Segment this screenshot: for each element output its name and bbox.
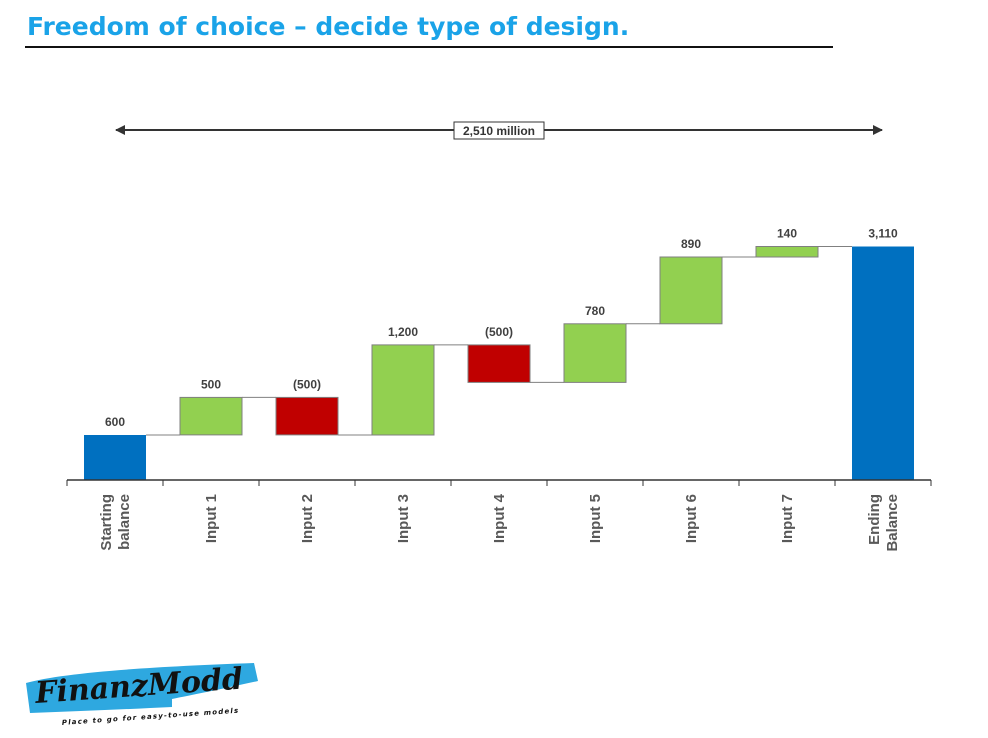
annotation-label: 2,510 million — [463, 124, 535, 138]
x-tick-label-line: Input 6 — [683, 494, 700, 543]
bar-7 — [659, 256, 723, 325]
bar-4 — [371, 344, 435, 436]
x-axis — [66, 479, 932, 486]
x-tick-label-9: EndingBalance — [866, 494, 901, 552]
x-tick-label-2: Input 1 — [203, 494, 220, 543]
data-label-8: 140 — [777, 227, 797, 241]
x-tick-label-line: Input 7 — [779, 494, 796, 543]
x-tick-label-line: Input 1 — [203, 494, 220, 543]
x-tick-label-line: Ending — [866, 494, 883, 545]
x-tick-label-line: Input 5 — [587, 494, 604, 543]
data-label-7: 890 — [681, 237, 701, 251]
x-tick-label-line: Input 3 — [395, 494, 412, 543]
total-change-annotation: 2,510 million — [115, 121, 883, 140]
data-label-2: 500 — [201, 377, 221, 391]
bar-6 — [563, 323, 627, 383]
x-tick-label-line: Input 4 — [491, 493, 508, 543]
bar-1 — [84, 435, 146, 480]
logo-brush-stroke — [26, 663, 258, 713]
bar-9 — [852, 246, 914, 480]
connector-lines — [146, 246, 852, 436]
data-label-4: 1,200 — [388, 325, 418, 339]
title-underline — [25, 46, 833, 48]
x-tick-label-4: Input 3 — [395, 494, 412, 543]
data-label-3: (500) — [293, 377, 321, 391]
page-title: Freedom of choice – decide type of desig… — [27, 12, 630, 41]
finanzmodd-logo: FinanzModd Place to go for easy-to-use m… — [26, 662, 258, 727]
data-label-9: 3,110 — [868, 227, 898, 241]
x-tick-label-line: Balance — [884, 494, 901, 552]
x-tick-label-1: Startingbalance — [98, 494, 133, 551]
bar-2 — [179, 396, 243, 436]
x-tick-label-5: Input 4 — [491, 493, 508, 543]
data-label-5: (500) — [485, 325, 513, 339]
annotation-box — [453, 121, 545, 140]
x-tick-label-6: Input 5 — [587, 494, 604, 543]
x-tick-labels: Startingbalance Input 1 Input 2 Input 3 Inpu… — [98, 493, 901, 551]
bar-8 — [755, 246, 819, 258]
bar-5 — [467, 344, 531, 383]
bars — [84, 246, 914, 480]
data-label-6: 780 — [585, 304, 605, 318]
x-tick-label-8: Input 7 — [779, 494, 796, 543]
bar-3 — [275, 396, 339, 436]
x-tick-label-line: balance — [116, 494, 133, 550]
data-label-1: 600 — [105, 415, 125, 429]
x-tick-label-7: Input 6 — [683, 494, 700, 543]
x-tick-label-line: Starting — [98, 494, 115, 551]
data-labels: 600 500 (500) 1,200 (500) 780 890 140 3,110 — [105, 227, 898, 430]
x-tick-label-3: Input 2 — [299, 494, 316, 543]
logo-wordmark: FinanzModd — [33, 662, 244, 711]
x-tick-label-line: Input 2 — [299, 494, 316, 543]
